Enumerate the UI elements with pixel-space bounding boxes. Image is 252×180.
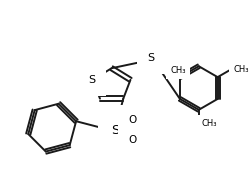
Text: CH₃: CH₃ xyxy=(169,66,185,75)
Text: S: S xyxy=(147,53,154,63)
Text: O: O xyxy=(128,115,136,125)
Text: CH₃: CH₃ xyxy=(201,119,216,128)
Text: S: S xyxy=(111,124,119,137)
Text: CH₃: CH₃ xyxy=(233,65,248,74)
Text: S: S xyxy=(88,75,95,85)
Text: O: O xyxy=(128,135,136,145)
